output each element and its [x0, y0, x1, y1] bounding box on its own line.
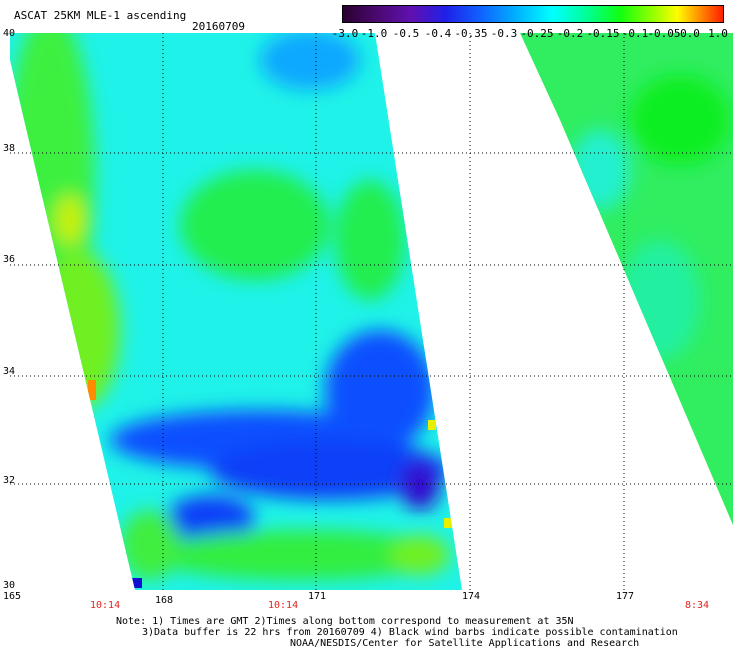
footnote-line-1: Note: 1) Times are GMT 2)Times along bot… [116, 616, 574, 627]
colorbar-tick: -0.2 [556, 27, 584, 40]
colorbar-tick: 0.0 [680, 27, 700, 40]
map-title: ASCAT 25KM MLE-1 ascending [14, 9, 187, 22]
colorbar-tick: 1.0 [708, 27, 728, 40]
lat-label: 34 [3, 366, 16, 377]
colorbar-tick: -3.0 [331, 27, 359, 40]
footnote-line-2: 3)Data buffer is 22 hrs from 20160709 4)… [142, 627, 678, 638]
colorbar [342, 5, 724, 23]
lon-label: 171 [308, 591, 327, 602]
colorbar-tick: -0.1 [621, 27, 649, 40]
map-date: 20160709 [192, 20, 245, 33]
colorbar-tick: -0.05 [647, 27, 681, 40]
footnote-line-3: NOAA/NESDIS/Center for Satellite Applica… [290, 638, 640, 649]
lon-label: 174 [462, 591, 481, 602]
colorbar-tick: -0.4 [424, 27, 452, 40]
lat-label: 32 [3, 475, 16, 486]
lat-label: 38 [3, 143, 16, 154]
swath-west [10, 33, 462, 590]
colorbar-tick: -0.5 [392, 27, 420, 40]
lat-label: 36 [3, 254, 16, 265]
colorbar-tick: -0.25 [520, 27, 554, 40]
lat-label: 40 [3, 28, 16, 39]
colorbar-tick: -0.35 [454, 27, 488, 40]
lat-label: 30 [3, 580, 16, 591]
colorbar-tick: -1.0 [360, 27, 388, 40]
lon-label: 177 [616, 591, 635, 602]
colorbar-tick: -0.15 [586, 27, 620, 40]
lon-label: 168 [155, 595, 174, 606]
swath-east [520, 33, 733, 525]
colorbar-tick: -0.3 [490, 27, 518, 40]
time-label: 10:14 [90, 600, 121, 611]
time-label: 10:14 [268, 600, 299, 611]
lon-label: 165 [3, 591, 22, 602]
grid-lines [10, 33, 733, 590]
time-label: 8:34 [685, 600, 710, 611]
